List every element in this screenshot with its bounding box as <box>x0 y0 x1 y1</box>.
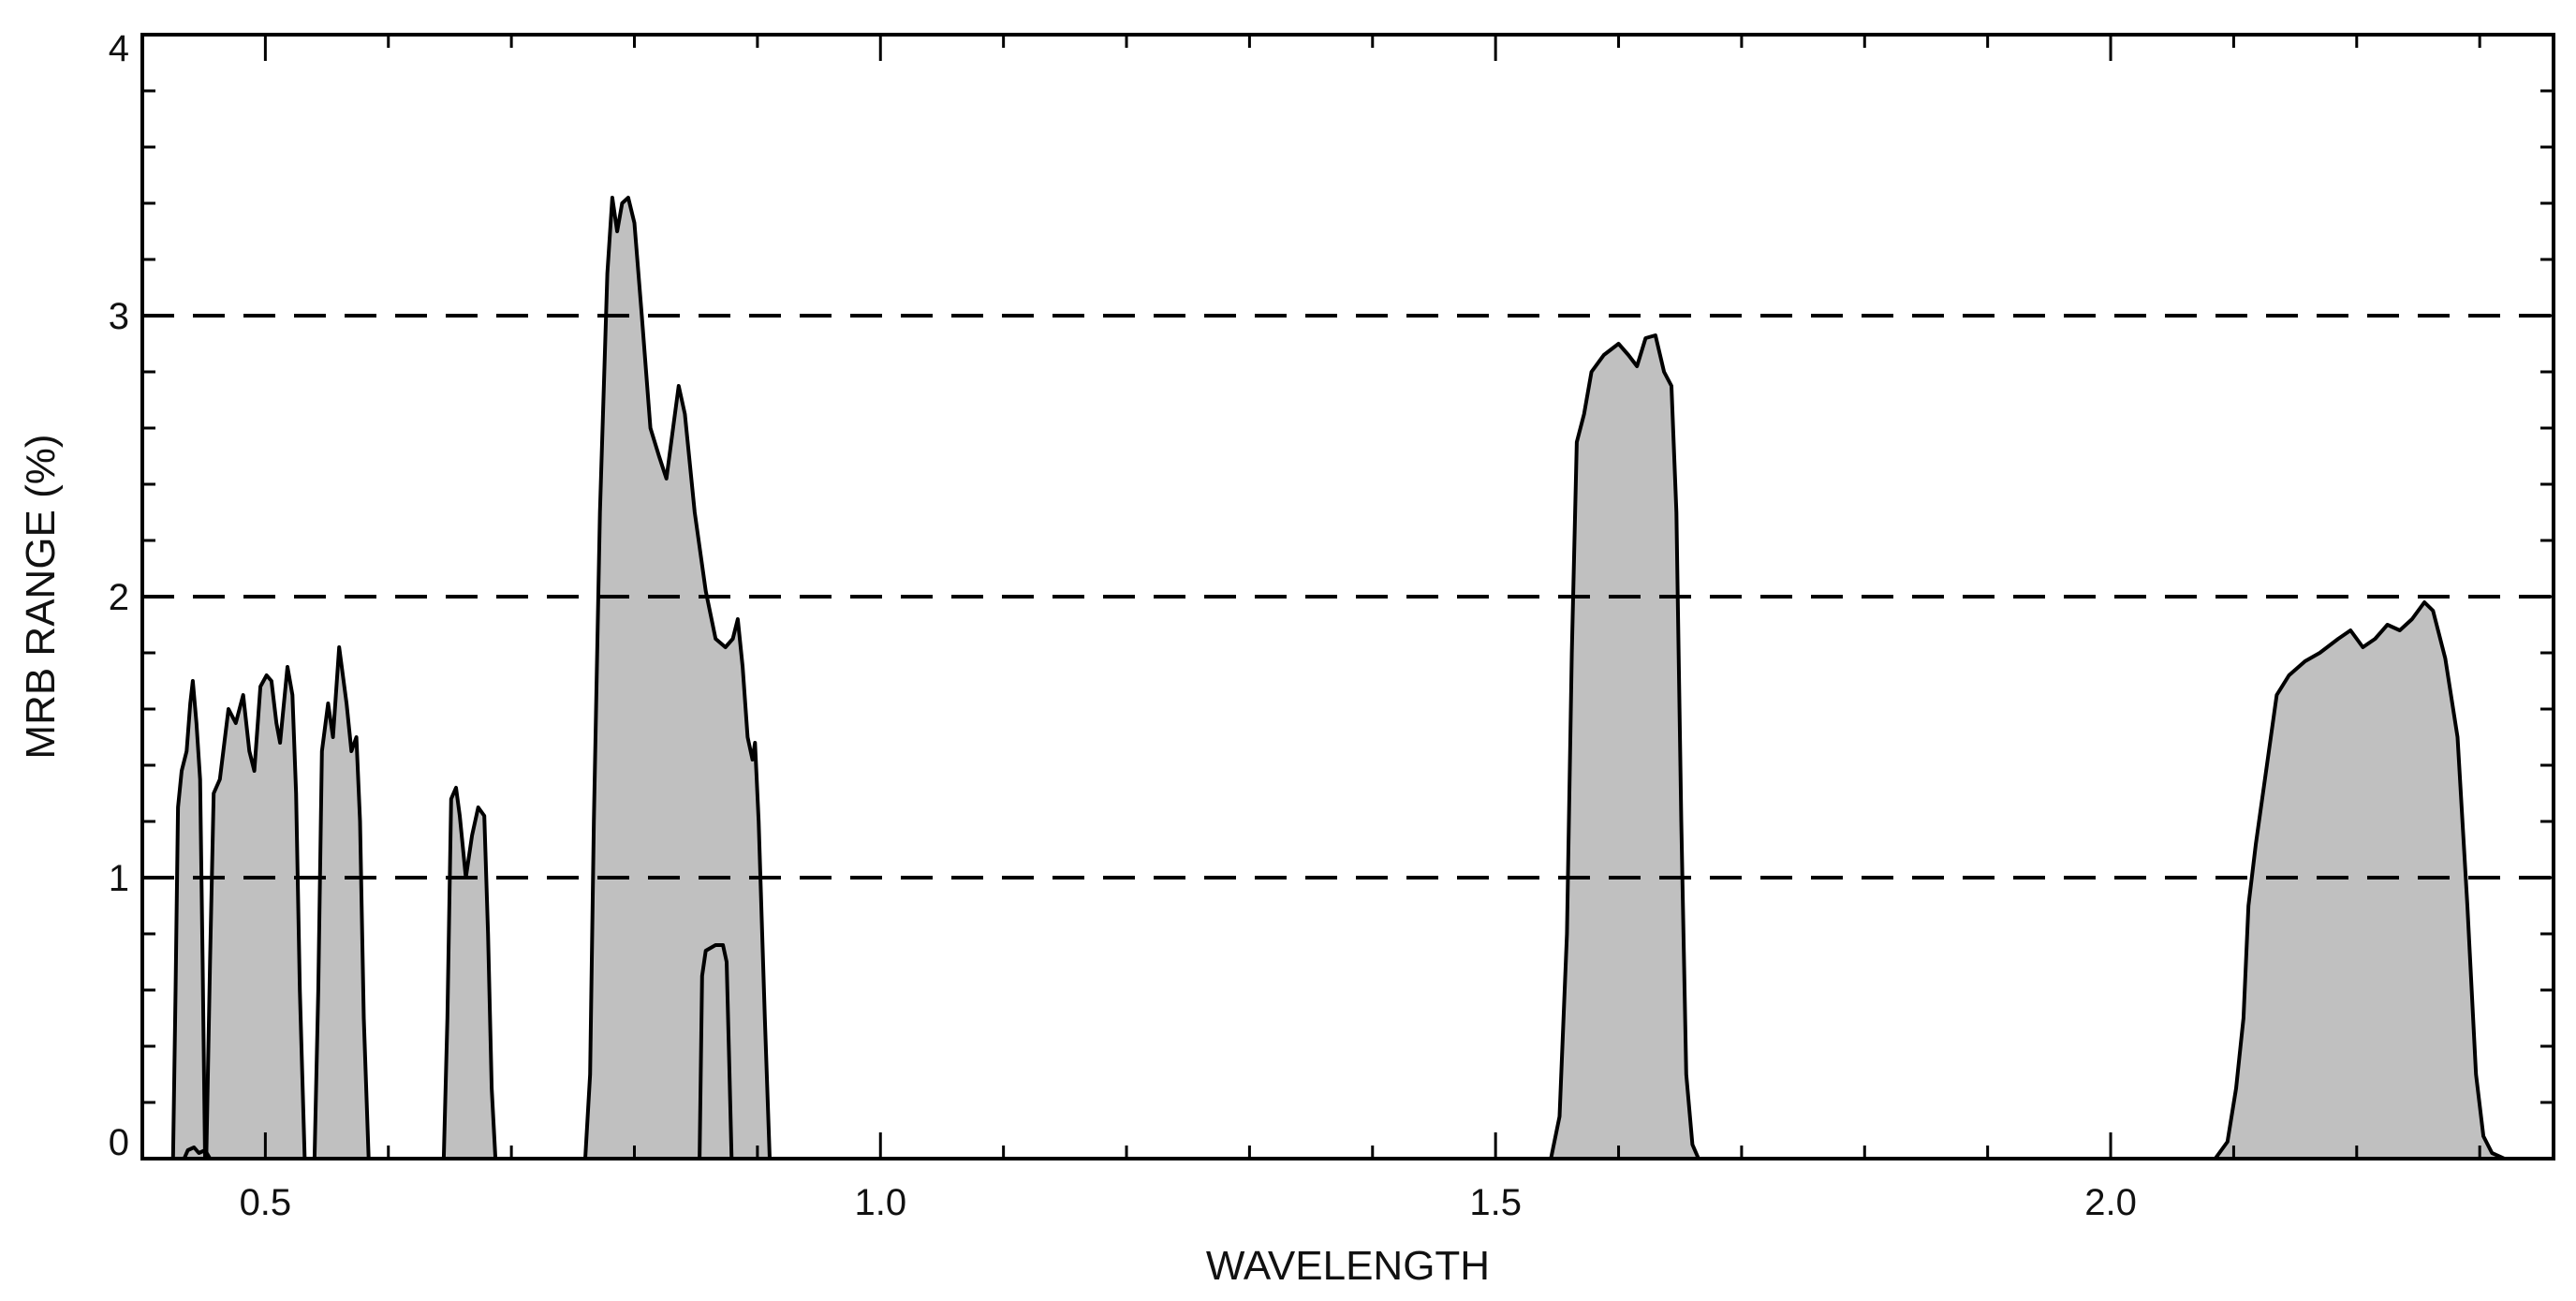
x-tick-label: 1.5 <box>1469 1182 1522 1223</box>
x-axis-label: WAVELENGTH <box>1206 1243 1490 1289</box>
band-outline-1 <box>170 679 207 1160</box>
band-area-3 <box>206 667 305 1159</box>
band-outline-6 <box>583 196 772 1160</box>
band-outline-4 <box>312 645 371 1160</box>
band-area-7 <box>699 945 732 1159</box>
y-tick-label: 2 <box>109 577 129 618</box>
band-area-6 <box>585 198 770 1159</box>
tick-group: 0.5 1.0 1.5 2.0 0 1 2 3 4 <box>109 28 2554 1223</box>
band-area-4 <box>314 647 369 1159</box>
band-outline-5 <box>441 786 498 1160</box>
y-tick-label: 1 <box>109 858 129 899</box>
band-outline-3 <box>204 665 307 1160</box>
band-outline-9 <box>2214 600 2506 1161</box>
x-tick-label: 2.0 <box>2084 1182 2137 1223</box>
x-tick-label: 1.0 <box>854 1182 906 1223</box>
band-area-1 <box>172 681 205 1159</box>
band-outline-7 <box>698 943 734 1160</box>
y-tick-label: 4 <box>109 28 129 69</box>
y-tick-label: 0 <box>109 1122 129 1163</box>
y-axis-label: MRB RANGE (%) <box>18 434 64 759</box>
band-area-8 <box>1551 335 1699 1159</box>
band-fill-group <box>172 198 2505 1159</box>
band-outline-8 <box>1549 333 1700 1160</box>
band-area-5 <box>443 788 496 1159</box>
band-area-9 <box>2215 602 2505 1159</box>
y-tick-label: 3 <box>109 296 129 337</box>
band-outline-group <box>170 196 2506 1161</box>
reference-line-group <box>142 314 2554 880</box>
x-tick-label: 0.5 <box>240 1182 292 1223</box>
